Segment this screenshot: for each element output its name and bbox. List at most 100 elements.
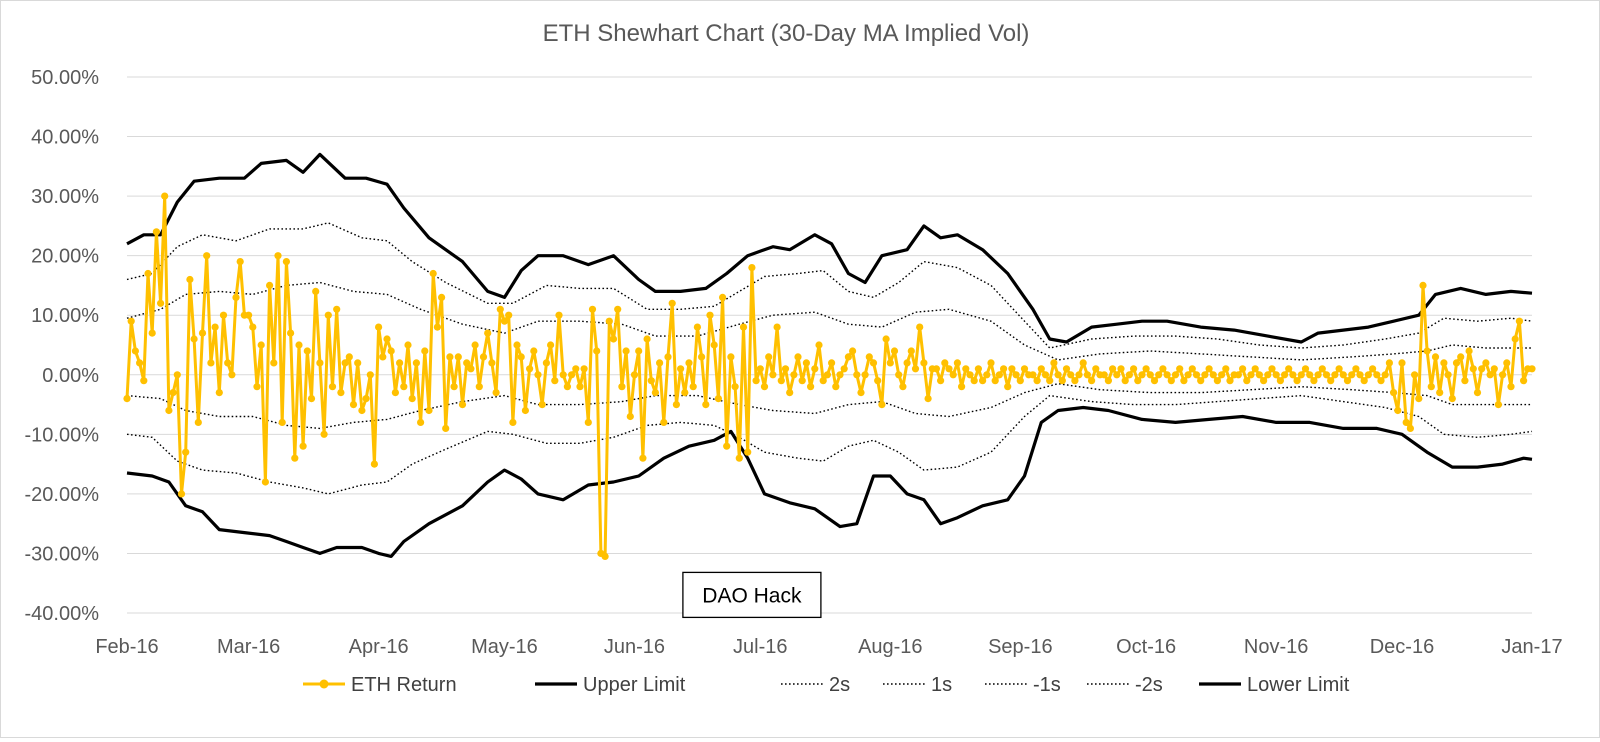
legend-label: 2s: [829, 674, 850, 696]
eth-return-point: [316, 359, 324, 367]
eth-return-point: [706, 311, 714, 319]
series-line-lower-limit: [126, 405, 1533, 559]
eth-return-point: [266, 281, 274, 289]
eth-return-point: [1117, 365, 1125, 373]
eth-return-point: [379, 353, 387, 361]
eth-return-point: [580, 365, 588, 373]
eth-return-point: [505, 311, 513, 319]
eth-return-point: [1406, 424, 1414, 432]
eth-return-point: [509, 418, 517, 426]
eth-return-point: [1033, 377, 1041, 385]
eth-return-point: [1431, 353, 1440, 361]
eth-return-point: [828, 359, 836, 367]
eth-return-point: [1020, 365, 1029, 373]
eth-return-point: [1058, 377, 1066, 385]
eth-return-point: [1184, 371, 1192, 379]
eth-return-point: [1415, 395, 1423, 403]
eth-return-point: [328, 383, 337, 391]
legend-label: -1s: [1033, 674, 1061, 696]
eth-return-point: [278, 418, 286, 426]
eth-return-point: [136, 359, 144, 367]
eth-return-point: [232, 293, 240, 301]
eth-return-point: [991, 377, 999, 385]
eth-return-point: [454, 353, 462, 361]
eth-return-point: [1197, 377, 1205, 385]
eth-return-point: [500, 317, 509, 325]
eth-return-point: [224, 359, 232, 367]
eth-return-point: [819, 377, 827, 385]
eth-return-point: [555, 311, 563, 319]
eth-return-point: [1293, 377, 1301, 385]
legend-marker: [319, 679, 329, 689]
eth-return-point: [853, 371, 861, 379]
eth-return-point: [639, 454, 647, 462]
eth-return-point: [781, 365, 790, 373]
eth-return-point: [865, 353, 873, 361]
eth-return-point: [1004, 383, 1012, 391]
y-tick-label: 50.00%: [31, 67, 99, 89]
eth-return-point: [916, 323, 924, 331]
x-tick-label: Feb-16: [95, 636, 158, 658]
eth-return-point: [530, 347, 538, 355]
eth-return-point: [647, 377, 655, 385]
eth-return-point: [970, 377, 978, 385]
eth-return-point: [1046, 377, 1054, 385]
eth-return-point: [786, 389, 794, 397]
dao-hack-annotation: DAO Hack: [682, 571, 822, 619]
eth-return-point: [274, 252, 282, 260]
eth-return-point: [475, 383, 483, 391]
eth-return-point: [760, 383, 769, 391]
y-tick-label: 20.00%: [31, 246, 99, 268]
series-line-2s: [126, 394, 1533, 495]
eth-return-point: [794, 353, 802, 361]
eth-return-point: [1331, 371, 1339, 379]
eth-return-point: [672, 401, 681, 409]
eth-return-point: [559, 371, 567, 379]
eth-return-point: [370, 460, 378, 468]
annotation-label: DAO Hack: [702, 584, 802, 607]
eth-return-point: [287, 329, 295, 337]
eth-return-point: [987, 359, 995, 367]
eth-return-point: [1159, 365, 1167, 373]
eth-return-point: [320, 430, 328, 438]
eth-return-point: [1436, 389, 1444, 397]
eth-return-point: [1423, 347, 1431, 355]
eth-return-point: [169, 389, 177, 397]
eth-return-point: [664, 353, 672, 361]
eth-return-point: [333, 305, 341, 313]
eth-return-point: [752, 377, 760, 385]
eth-return-point: [1008, 365, 1016, 373]
eth-return-point: [1452, 359, 1461, 367]
eth-return-point: [463, 359, 471, 367]
eth-return-point: [391, 389, 399, 397]
eth-return-point: [1180, 377, 1188, 385]
eth-return-point: [1146, 371, 1154, 379]
eth-return-point: [660, 418, 668, 426]
eth-return-point: [295, 341, 303, 349]
eth-return-point: [1411, 371, 1419, 379]
eth-return-point: [1100, 371, 1108, 379]
eth-return-point: [1461, 377, 1469, 385]
eth-return-point: [618, 383, 626, 391]
eth-return-point: [1486, 371, 1494, 379]
eth-return-point: [1255, 371, 1263, 379]
legend-item-1s: 1s: [883, 674, 952, 696]
series-line-upper-limit: [126, 152, 1533, 344]
legend-item-2s: -2s: [1087, 674, 1163, 696]
eth-return-point: [983, 371, 991, 379]
eth-return-point: [177, 490, 186, 498]
eth-return-point: [693, 323, 702, 331]
eth-return-point: [517, 353, 525, 361]
eth-return-point: [714, 395, 723, 403]
eth-return-point: [1075, 371, 1083, 379]
eth-return-point: [479, 353, 488, 361]
eth-return-point: [1092, 365, 1100, 373]
x-axis-ticks: Feb-16 Mar-16 Apr-16 May-16 Jun-16 Jul-16 Aug-…: [95, 636, 1562, 658]
eth-return-point: [1260, 377, 1268, 385]
eth-return-point: [534, 371, 542, 379]
eth-return-point: [811, 365, 819, 373]
eth-return-point: [995, 371, 1004, 379]
y-axis-ticks: 50.00% 40.00% 30.00% 20.00% 10.00% 0.00% -10.0…: [25, 67, 100, 625]
eth-return-point: [958, 383, 966, 391]
